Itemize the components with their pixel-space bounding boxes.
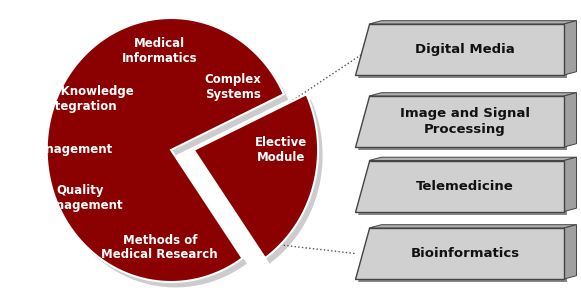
Polygon shape — [193, 94, 318, 258]
Polygon shape — [358, 164, 568, 214]
Polygon shape — [369, 21, 576, 24]
Text: IT Management: IT Management — [9, 143, 113, 157]
Text: Elective
Module: Elective Module — [255, 136, 307, 164]
Polygon shape — [51, 23, 288, 287]
Polygon shape — [369, 93, 576, 96]
Polygon shape — [564, 157, 576, 212]
Text: Quality
Management: Quality Management — [37, 184, 124, 212]
Polygon shape — [358, 231, 568, 282]
Text: Image and Signal
Processing: Image and Signal Processing — [400, 107, 530, 136]
Polygon shape — [369, 225, 576, 228]
Text: Data/Knowledge
Integration: Data/Knowledge Integration — [26, 85, 135, 113]
Polygon shape — [358, 27, 568, 78]
Text: Telemedicine: Telemedicine — [416, 179, 514, 193]
Text: Methods of
Medical Research: Methods of Medical Research — [102, 233, 218, 262]
Polygon shape — [358, 99, 568, 150]
Polygon shape — [355, 24, 564, 75]
Text: Digital Media: Digital Media — [415, 43, 515, 56]
Polygon shape — [355, 96, 564, 147]
Polygon shape — [198, 100, 322, 263]
Polygon shape — [355, 160, 564, 211]
Polygon shape — [564, 93, 576, 147]
Polygon shape — [46, 18, 284, 282]
Polygon shape — [564, 21, 576, 75]
Text: Medical
Informatics: Medical Informatics — [122, 37, 198, 65]
Text: Bioinformatics: Bioinformatics — [411, 247, 519, 260]
Text: Complex
Systems: Complex Systems — [205, 73, 261, 101]
Polygon shape — [564, 225, 576, 279]
Polygon shape — [355, 228, 564, 279]
Polygon shape — [369, 157, 576, 161]
